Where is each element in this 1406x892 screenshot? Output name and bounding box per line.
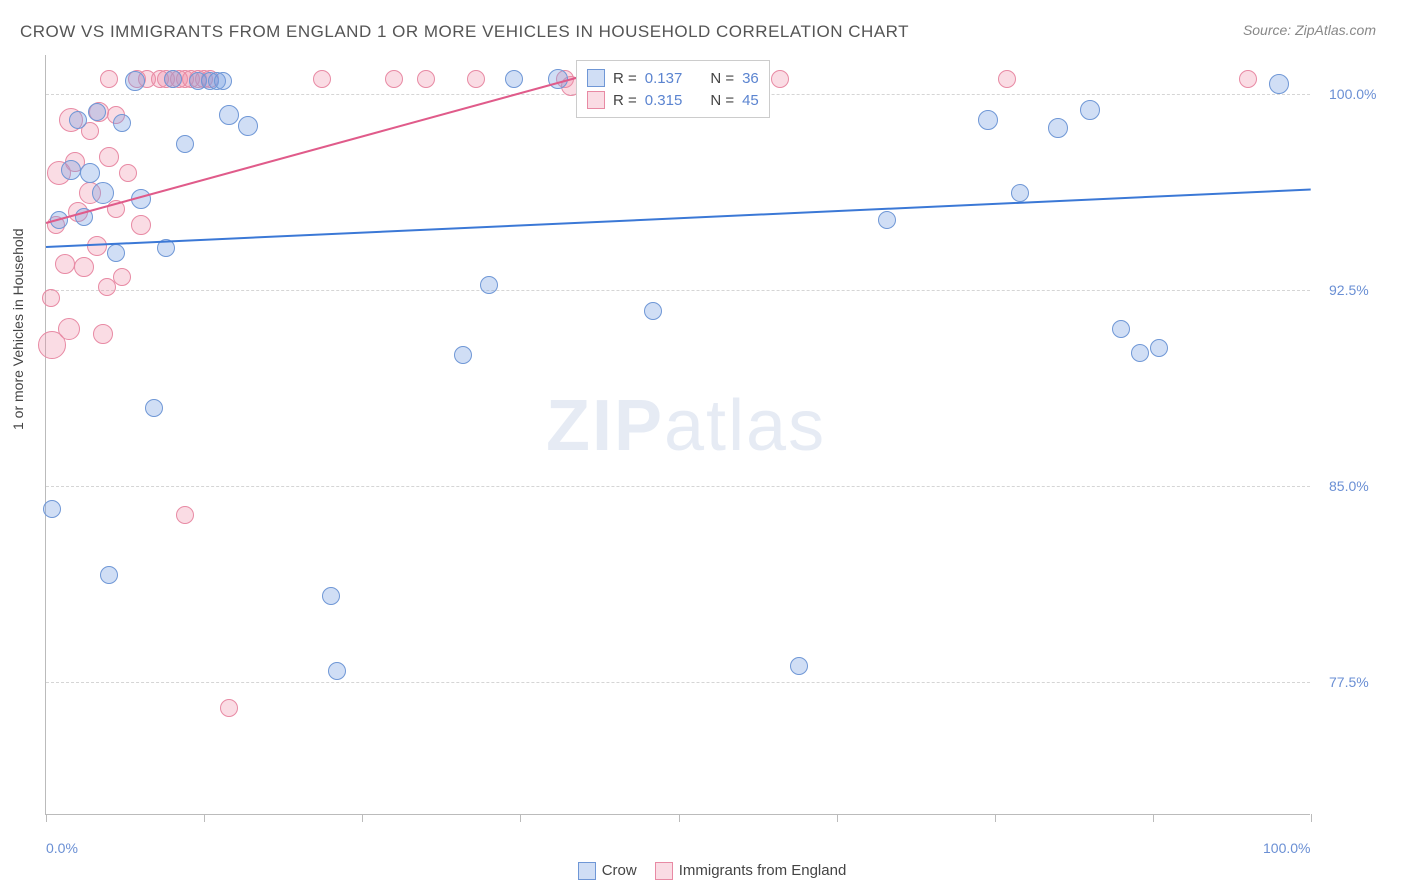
- point-england: [467, 70, 485, 88]
- n-value: 45: [742, 92, 759, 109]
- point-crow: [238, 116, 258, 136]
- point-crow: [1112, 320, 1130, 338]
- gridline-h: [46, 682, 1310, 683]
- point-england: [417, 70, 435, 88]
- plot-area: 77.5%85.0%92.5%100.0%0.0%100.0%ZIPatlasR…: [45, 55, 1310, 815]
- chart-title: CROW VS IMMIGRANTS FROM ENGLAND 1 OR MOR…: [20, 22, 909, 42]
- point-crow: [88, 103, 106, 121]
- legend-label: Crow: [602, 862, 637, 879]
- point-crow: [978, 110, 998, 130]
- point-crow: [43, 500, 61, 518]
- x-tick: [679, 814, 680, 822]
- x-tick: [1311, 814, 1312, 822]
- point-england: [58, 318, 80, 340]
- point-england: [220, 699, 238, 717]
- legend-swatch: [578, 862, 596, 880]
- point-england: [998, 70, 1016, 88]
- r-label: R =: [613, 92, 637, 109]
- point-crow: [69, 111, 87, 129]
- legend-swatch: [655, 862, 673, 880]
- point-crow: [164, 70, 182, 88]
- point-england: [313, 70, 331, 88]
- point-england: [55, 254, 75, 274]
- watermark: ZIPatlas: [546, 385, 826, 467]
- x-tick-label: 0.0%: [46, 840, 78, 856]
- legend-row: R = 0.137 N = 36: [587, 67, 759, 89]
- legend-row: R = 0.315 N = 45: [587, 89, 759, 111]
- r-label: R =: [613, 70, 637, 87]
- point-crow: [328, 662, 346, 680]
- point-crow: [454, 346, 472, 364]
- point-crow: [100, 566, 118, 584]
- y-axis-title: 1 or more Vehicles in Household: [10, 228, 26, 430]
- point-crow: [113, 114, 131, 132]
- gridline-h: [46, 290, 1310, 291]
- point-england: [385, 70, 403, 88]
- point-england: [113, 268, 131, 286]
- point-england: [93, 324, 113, 344]
- legend-swatch: [587, 69, 605, 87]
- point-england: [100, 70, 118, 88]
- x-tick: [46, 814, 47, 822]
- point-crow: [1150, 339, 1168, 357]
- legend-swatch: [587, 91, 605, 109]
- point-england: [99, 147, 119, 167]
- n-label: N =: [710, 92, 734, 109]
- x-tick: [1153, 814, 1154, 822]
- y-tick-label: 100.0%: [1329, 86, 1376, 102]
- point-crow: [1131, 344, 1149, 362]
- x-tick: [995, 814, 996, 822]
- x-tick-label: 100.0%: [1263, 840, 1310, 856]
- x-tick: [204, 814, 205, 822]
- point-england: [131, 215, 151, 235]
- point-crow: [219, 105, 239, 125]
- r-value: 0.315: [645, 92, 683, 109]
- point-crow: [878, 211, 896, 229]
- r-value: 0.137: [645, 70, 683, 87]
- point-crow: [125, 71, 145, 91]
- n-label: N =: [710, 70, 734, 87]
- point-crow: [107, 244, 125, 262]
- legend-correlation: R = 0.137 N = 36 R = 0.315 N = 45: [576, 60, 770, 118]
- point-england: [119, 164, 137, 182]
- point-crow: [644, 302, 662, 320]
- y-tick-label: 92.5%: [1329, 282, 1369, 298]
- source-label: Source: ZipAtlas.com: [1243, 22, 1376, 38]
- point-england: [771, 70, 789, 88]
- point-crow: [61, 160, 81, 180]
- legend-label: Immigrants from England: [679, 862, 847, 879]
- point-crow: [80, 163, 100, 183]
- trendline-crow: [46, 188, 1311, 247]
- point-crow: [214, 72, 232, 90]
- gridline-h: [46, 486, 1310, 487]
- x-tick: [362, 814, 363, 822]
- x-tick: [837, 814, 838, 822]
- point-england: [1239, 70, 1257, 88]
- point-crow: [1011, 184, 1029, 202]
- point-crow: [176, 135, 194, 153]
- point-crow: [505, 70, 523, 88]
- legend-bottom: Crow Immigrants from England: [0, 862, 1406, 880]
- x-tick: [520, 814, 521, 822]
- point-crow: [480, 276, 498, 294]
- point-england: [74, 257, 94, 277]
- point-crow: [1080, 100, 1100, 120]
- point-crow: [92, 182, 114, 204]
- point-crow: [790, 657, 808, 675]
- point-england: [42, 289, 60, 307]
- trendline-england: [46, 73, 590, 224]
- y-tick-label: 77.5%: [1329, 674, 1369, 690]
- y-tick-label: 85.0%: [1329, 478, 1369, 494]
- point-crow: [145, 399, 163, 417]
- point-crow: [1269, 74, 1289, 94]
- n-value: 36: [742, 70, 759, 87]
- point-england: [176, 506, 194, 524]
- point-crow: [322, 587, 340, 605]
- point-crow: [1048, 118, 1068, 138]
